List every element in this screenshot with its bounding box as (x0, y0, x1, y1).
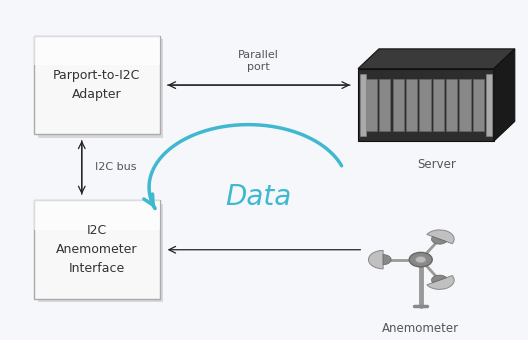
Text: Data: Data (225, 183, 292, 211)
FancyBboxPatch shape (34, 36, 159, 135)
Polygon shape (494, 49, 515, 141)
FancyBboxPatch shape (473, 79, 484, 131)
Text: Anemometer: Anemometer (382, 322, 459, 335)
Wedge shape (427, 275, 454, 289)
FancyBboxPatch shape (419, 79, 430, 131)
FancyBboxPatch shape (446, 79, 457, 131)
Polygon shape (358, 49, 515, 69)
FancyBboxPatch shape (34, 200, 159, 299)
Text: Server: Server (417, 157, 456, 171)
Wedge shape (431, 237, 447, 244)
Circle shape (416, 256, 426, 263)
FancyBboxPatch shape (379, 79, 391, 131)
Text: Parport-to-I2C
Adapter: Parport-to-I2C Adapter (53, 69, 140, 101)
FancyBboxPatch shape (360, 74, 366, 136)
FancyBboxPatch shape (459, 79, 470, 131)
FancyBboxPatch shape (366, 79, 377, 131)
Circle shape (409, 252, 432, 267)
FancyBboxPatch shape (34, 36, 159, 65)
Text: I2C
Anemometer
Interface: I2C Anemometer Interface (56, 224, 138, 275)
FancyBboxPatch shape (432, 79, 444, 131)
FancyBboxPatch shape (34, 200, 159, 230)
Polygon shape (358, 69, 494, 141)
FancyBboxPatch shape (38, 39, 163, 138)
Wedge shape (431, 275, 447, 283)
FancyBboxPatch shape (406, 79, 417, 131)
Wedge shape (427, 230, 454, 244)
Wedge shape (369, 251, 383, 269)
Text: I2C bus: I2C bus (95, 163, 136, 172)
Wedge shape (383, 255, 391, 265)
Text: Parallel
port: Parallel port (238, 50, 279, 72)
FancyBboxPatch shape (393, 79, 404, 131)
FancyBboxPatch shape (38, 204, 163, 303)
FancyBboxPatch shape (486, 74, 492, 136)
